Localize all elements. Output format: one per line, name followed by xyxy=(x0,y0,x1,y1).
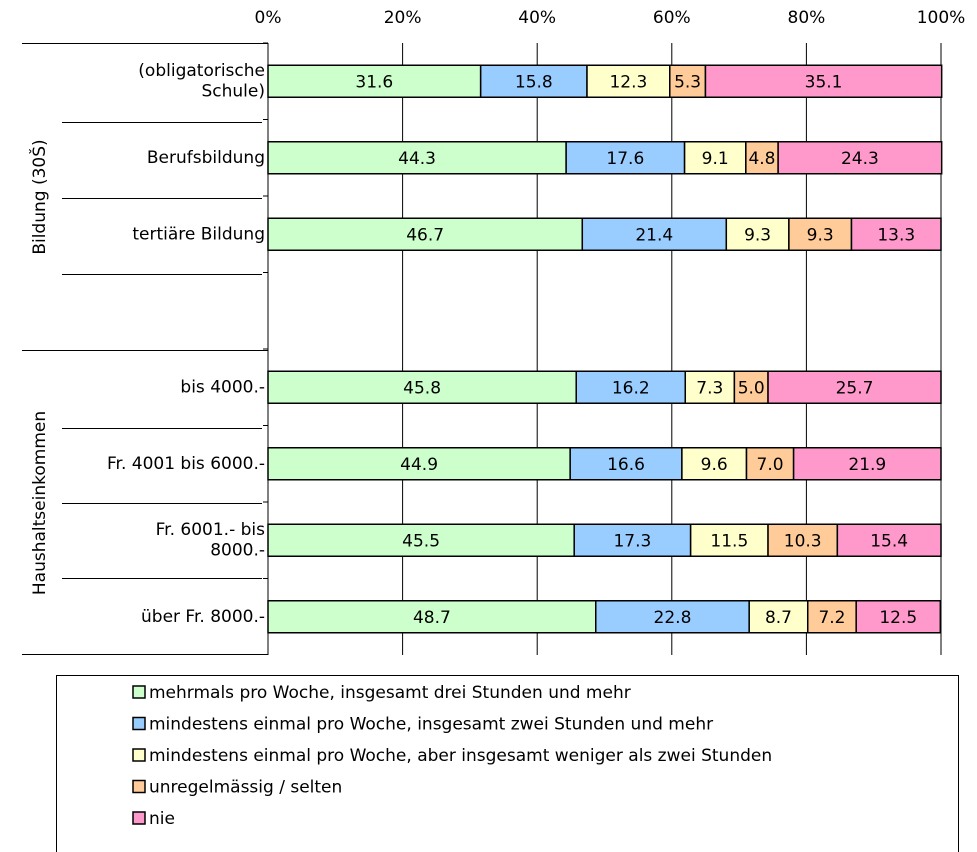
data-label: 16.6 xyxy=(607,455,645,475)
data-label: 17.6 xyxy=(606,149,644,169)
data-label: 10.3 xyxy=(784,531,822,551)
data-label: 17.3 xyxy=(613,531,651,551)
y-tick-label: (obligatorische Schule) xyxy=(138,61,265,101)
data-label: 24.3 xyxy=(841,149,879,169)
data-label: 45.5 xyxy=(402,531,440,551)
legend-label: mindestens einmal pro Woche, insgesamt z… xyxy=(149,715,713,735)
data-label: 4.8 xyxy=(748,149,775,169)
separators xyxy=(22,43,268,655)
legend-swatch xyxy=(132,811,146,825)
data-label: 12.3 xyxy=(609,72,647,92)
bar-segment xyxy=(681,447,748,481)
legend-label: unregelmässig / selten xyxy=(149,778,342,798)
data-label: 22.8 xyxy=(654,608,692,628)
bar-segment xyxy=(792,447,942,481)
bar-segment xyxy=(575,370,687,404)
bar-segment xyxy=(689,523,769,557)
data-label: 44.9 xyxy=(400,455,438,475)
data-label: 5.0 xyxy=(738,378,765,398)
y-tick-label: Fr. 6001.- bis 8000.- xyxy=(156,520,265,560)
data-label: 35.1 xyxy=(805,72,843,92)
data-label: 13.3 xyxy=(877,225,915,245)
data-label: 16.2 xyxy=(612,378,650,398)
bar-segment xyxy=(836,523,942,557)
x-tick-label: 100% xyxy=(917,8,966,28)
x-tick-label: 80% xyxy=(788,8,826,28)
x-tick-label: 20% xyxy=(384,8,422,28)
legend-swatch xyxy=(132,716,146,731)
data-label: 46.7 xyxy=(406,225,444,245)
x-tick-label: 0% xyxy=(255,8,282,28)
group-label: Haushaltseinkommen xyxy=(30,411,50,595)
bar-segment xyxy=(855,600,942,634)
legend-swatch xyxy=(132,748,146,762)
legend-swatch xyxy=(132,685,146,699)
y-tick-label: tertiäre Bildung xyxy=(132,224,265,244)
legend-box xyxy=(56,675,959,852)
legend-label: mindestens einmal pro Woche, aber insges… xyxy=(149,746,772,766)
bar-segment xyxy=(767,370,942,404)
bar-segment xyxy=(581,217,728,251)
bar-segment xyxy=(684,370,736,404)
data-label: 48.7 xyxy=(413,608,451,628)
data-label: 45.8 xyxy=(403,378,441,398)
data-label: 7.3 xyxy=(696,378,723,398)
bar-segment xyxy=(704,64,943,98)
data-label: 31.6 xyxy=(355,72,393,92)
data-label: 9.6 xyxy=(701,455,728,475)
data-label: 8.7 xyxy=(765,608,792,628)
bar-segment xyxy=(725,217,790,251)
data-label: 44.3 xyxy=(398,149,436,169)
data-label: 9.1 xyxy=(702,149,729,169)
y-tick-label: über Fr. 8000.- xyxy=(141,607,265,627)
x-tick-label: 60% xyxy=(653,8,691,28)
data-label: 5.3 xyxy=(674,72,701,92)
y-tick-label: Berufsbildung xyxy=(147,148,265,168)
y-tick-label: Fr. 4001 bis 6000.- xyxy=(107,454,265,474)
data-label: 9.3 xyxy=(744,225,771,245)
bar-segment xyxy=(806,600,857,634)
bar-segment xyxy=(267,447,571,481)
bar-segment xyxy=(565,141,686,175)
data-label: 9.3 xyxy=(807,225,834,245)
data-label: 11.5 xyxy=(710,531,748,551)
data-label: 21.9 xyxy=(848,455,886,475)
bar-segment xyxy=(267,523,575,557)
legend-label: nie xyxy=(149,809,175,829)
bar-segment xyxy=(267,141,567,175)
group-label: Bildung (30Š) xyxy=(28,139,50,254)
bar-segment xyxy=(595,600,750,634)
x-tick-label: 40% xyxy=(518,8,556,28)
data-label: 21.4 xyxy=(635,225,673,245)
data-label: 15.8 xyxy=(515,72,553,92)
data-label: 15.4 xyxy=(870,531,908,551)
data-label: 12.5 xyxy=(879,608,917,628)
bar-segment xyxy=(777,141,943,175)
data-label: 7.0 xyxy=(757,455,784,475)
bar-segment xyxy=(586,64,671,98)
bar-segment xyxy=(748,600,809,634)
bar-segment xyxy=(683,141,747,175)
bar-segment xyxy=(669,64,707,98)
bar-segment xyxy=(788,217,853,251)
legend-label: mehrmals pro Woche, insgesamt drei Stund… xyxy=(149,683,631,703)
legend-swatch xyxy=(132,779,146,794)
bar-segment xyxy=(267,217,584,251)
data-label: 7.2 xyxy=(818,608,845,628)
bar-segment xyxy=(767,523,839,557)
bar-segment xyxy=(569,447,683,481)
data-label: 25.7 xyxy=(836,378,874,398)
y-tick-label: bis 4000.- xyxy=(180,377,265,397)
bar-segment xyxy=(850,217,942,251)
